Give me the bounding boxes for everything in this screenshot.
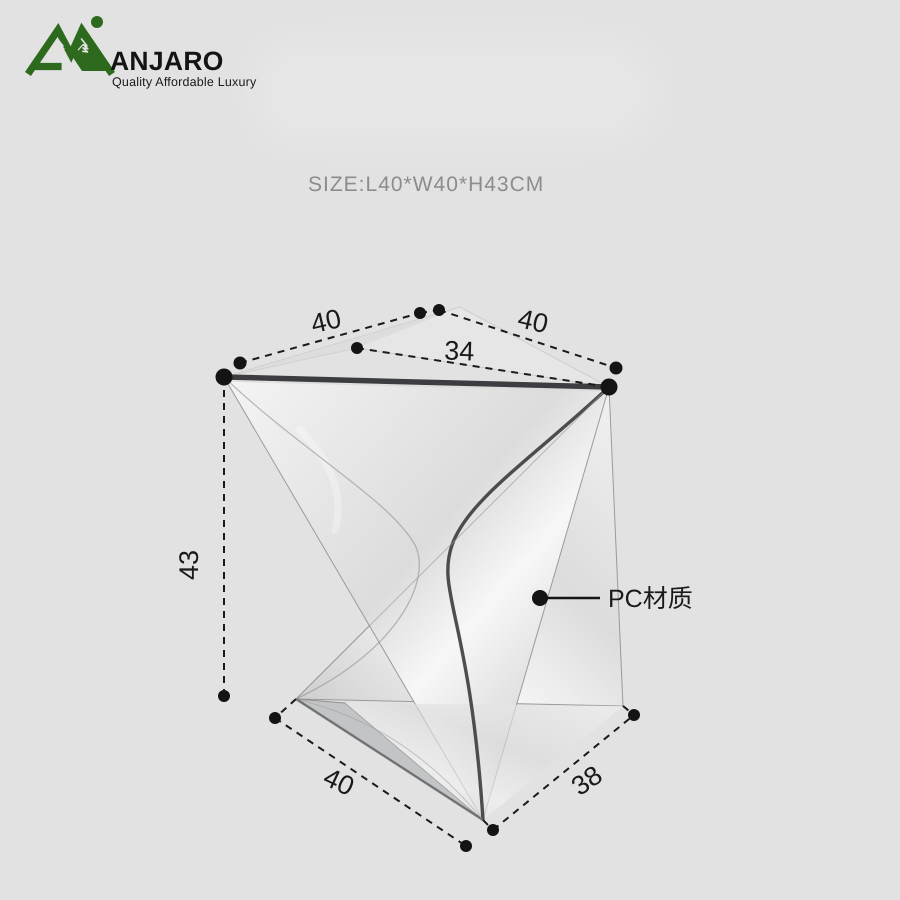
svg-text:38: 38 xyxy=(566,760,608,802)
svg-text:34: 34 xyxy=(444,335,475,366)
svg-text:PC材质: PC材质 xyxy=(608,585,693,613)
svg-text:40: 40 xyxy=(308,303,344,339)
svg-text:40: 40 xyxy=(515,303,551,339)
svg-text:40: 40 xyxy=(319,762,359,802)
svg-text:43: 43 xyxy=(174,550,204,580)
